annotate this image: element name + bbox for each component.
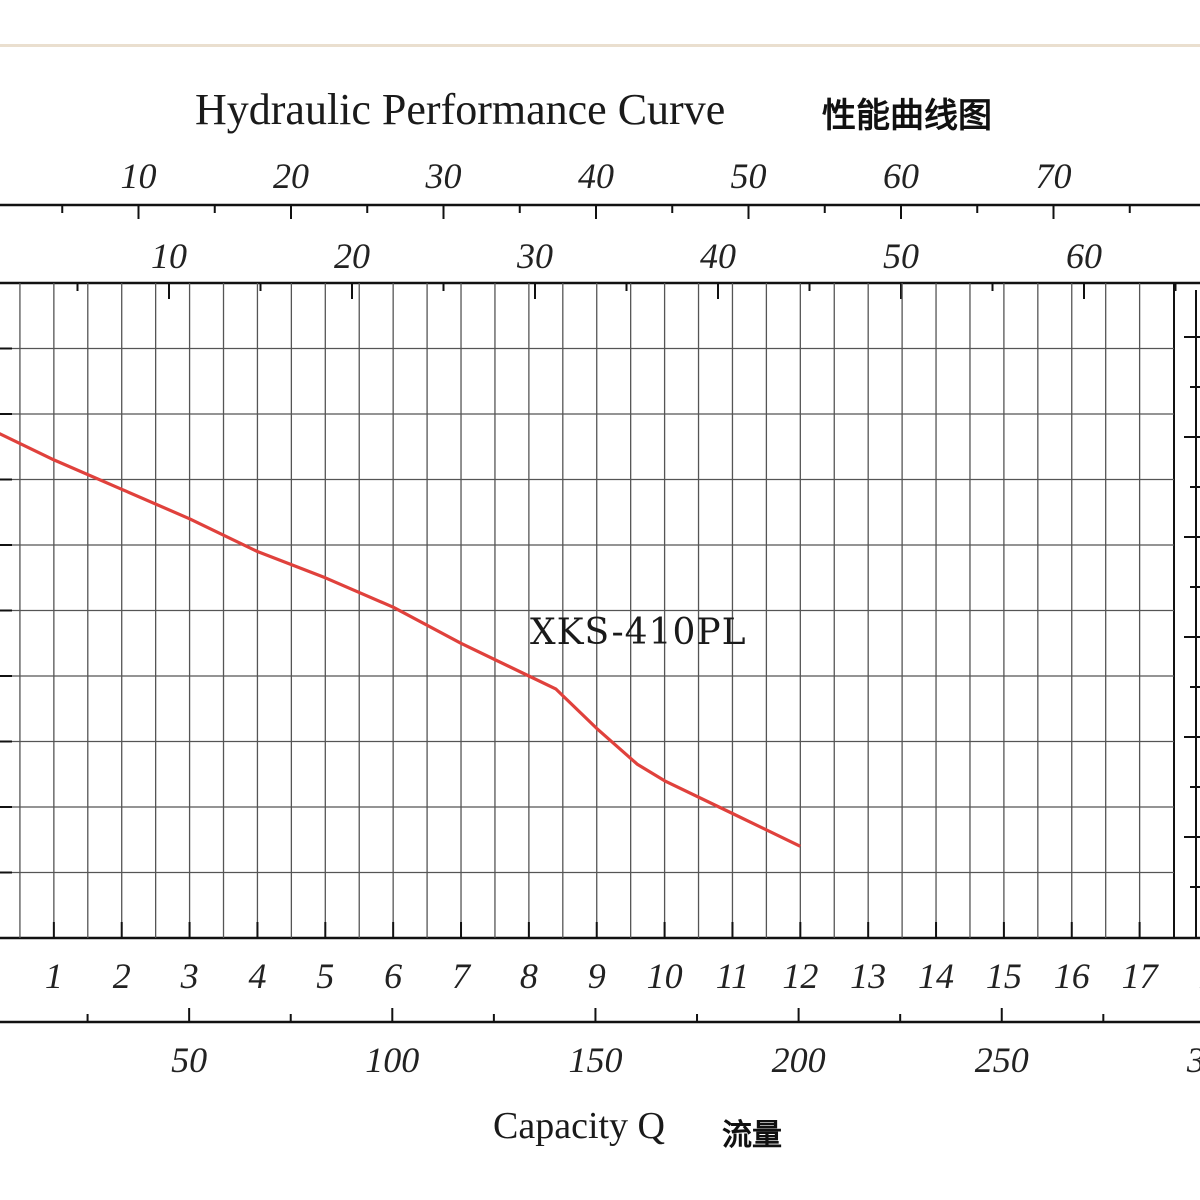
top-axis-scale-1: 10 20 30 40 50 60 70	[0, 156, 1200, 219]
bottom-axis-1-tick-label: 13	[850, 956, 886, 996]
bottom-axis-scale-1: 12345678910111213141516171	[45, 922, 1200, 996]
bottom-axis-1-tick-label: 1	[1198, 956, 1200, 996]
bottom-axis-1-tick-label: 5	[316, 956, 334, 996]
chart-title: Hydraulic Performance Curve	[195, 85, 726, 134]
bottom-axis-1-tick-label: 9	[588, 956, 606, 996]
bottom-axis-1-tick-label: 4	[248, 956, 266, 996]
top-axis-2-tick-label: 20	[334, 236, 370, 276]
bottom-axis-1-tick-label: 8	[520, 956, 538, 996]
bottom-axis-1-tick-label: 10	[647, 956, 683, 996]
bottom-axis-2-tick-label: 150	[568, 1040, 622, 1080]
top-axis-1-tick-label: 50	[731, 156, 767, 196]
x-axis-label-chinese: 流量	[722, 1118, 782, 1153]
top-axis-2-tick-label: 50	[883, 236, 919, 276]
right-axis	[1184, 290, 1200, 938]
bottom-axis-1-tick-label: 7	[452, 956, 472, 996]
bottom-axis-1-tick-label: 11	[716, 956, 749, 996]
bottom-axis-2-tick-label: 30	[1186, 1040, 1200, 1080]
top-axis-scale-2: 10 20 30 40 50 60	[76, 236, 1177, 299]
chart-series	[0, 432, 801, 848]
bottom-axis-2-tick-label: 50	[171, 1040, 207, 1080]
top-axis-2-tick-label: 60	[1066, 236, 1102, 276]
top-axis-1-tick-label: 40	[578, 156, 614, 196]
top-axis-2-tick-label: 40	[700, 236, 736, 276]
bottom-axis-scale-2: 50 100 150 200 250 30	[0, 1008, 1200, 1080]
bottom-axis-1-tick-label: 15	[986, 956, 1022, 996]
top-axis-1-tick-label: 10	[121, 156, 157, 196]
bottom-axis-1-tick-label: 16	[1054, 956, 1090, 996]
bottom-axis-1-tick-label: 6	[384, 956, 402, 996]
bottom-axis-1-tick-label: 1	[45, 956, 63, 996]
series-label: XKS-410PL	[530, 612, 747, 653]
bottom-axis-1-tick-label: 12	[782, 956, 818, 996]
bottom-axis-2-tick-label: 250	[975, 1040, 1029, 1080]
top-axis-2-tick-label: 30	[516, 236, 553, 276]
top-axis-1-tick-label: 20	[273, 156, 309, 196]
bottom-axis-1-tick-label: 17	[1122, 956, 1160, 996]
top-axis-1-tick-label: 70	[1036, 156, 1072, 196]
top-axis-2-tick-label: 10	[151, 236, 187, 276]
chart-title-chinese: 性能曲线图	[822, 96, 992, 136]
bottom-axis-2-tick-label: 100	[365, 1040, 419, 1080]
chart-grid	[0, 281, 1200, 940]
top-axis-1-tick-label: 60	[883, 156, 919, 196]
bottom-axis-1-tick-label: 3	[180, 956, 199, 996]
x-axis-label: Capacity Q	[493, 1105, 666, 1147]
bottom-axis-2-tick-label: 200	[772, 1040, 826, 1080]
top-axis-1-tick-label: 30	[425, 156, 462, 196]
series-line-xks-410pl	[0, 432, 801, 848]
bottom-axis-1-tick-label: 2	[113, 956, 131, 996]
bottom-axis-1-tick-label: 14	[918, 956, 954, 996]
top-divider	[0, 44, 1200, 47]
